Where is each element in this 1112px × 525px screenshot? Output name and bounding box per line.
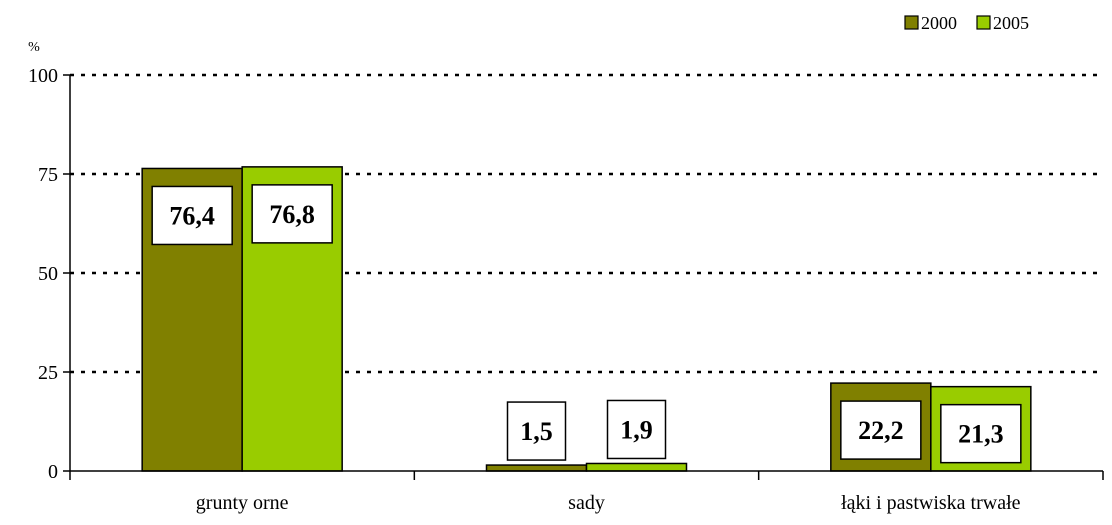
data-label-box	[506, 401, 567, 461]
data-label: 22,2	[858, 416, 904, 445]
legend-label: 2000	[921, 13, 957, 33]
data-label: 76,8	[269, 200, 315, 229]
bar	[485, 464, 588, 472]
data-label: 1,5	[520, 417, 553, 446]
bar	[585, 462, 688, 472]
data-label: 21,3	[958, 420, 1004, 449]
data-label-box	[151, 185, 233, 246]
y-tick-label: 75	[38, 164, 58, 186]
data-label-box	[940, 403, 1022, 464]
y-tick-label: 25	[38, 362, 58, 384]
data-labels: 76,4 76,8 1,5 1,9 22,2 21,3	[151, 184, 1022, 464]
y-tick-label: 100	[28, 65, 58, 87]
legend-swatch	[976, 15, 991, 30]
legend-label: 2005	[993, 13, 1029, 33]
legend-swatch	[904, 15, 919, 30]
data-label-box	[840, 400, 922, 460]
data-label: 1,9	[620, 415, 653, 444]
x-tick-label: grunty orne	[196, 492, 289, 514]
data-label-box	[606, 399, 667, 460]
y-unit-label: %	[28, 40, 40, 55]
y-tick-label: 0	[48, 461, 58, 483]
data-label-box	[251, 184, 333, 244]
axes: 0 25 50 75 100 grunty orne sady łąki i pastwisk…	[28, 65, 1104, 514]
x-tick-label: sady	[568, 492, 605, 514]
data-label: 76,4	[169, 201, 215, 230]
y-tick-label: 50	[38, 263, 58, 285]
gridlines	[70, 73, 1103, 374]
x-tick-label: łąki i pastwiska trwałe	[841, 492, 1021, 514]
legend: 2000 2005	[904, 13, 1029, 33]
